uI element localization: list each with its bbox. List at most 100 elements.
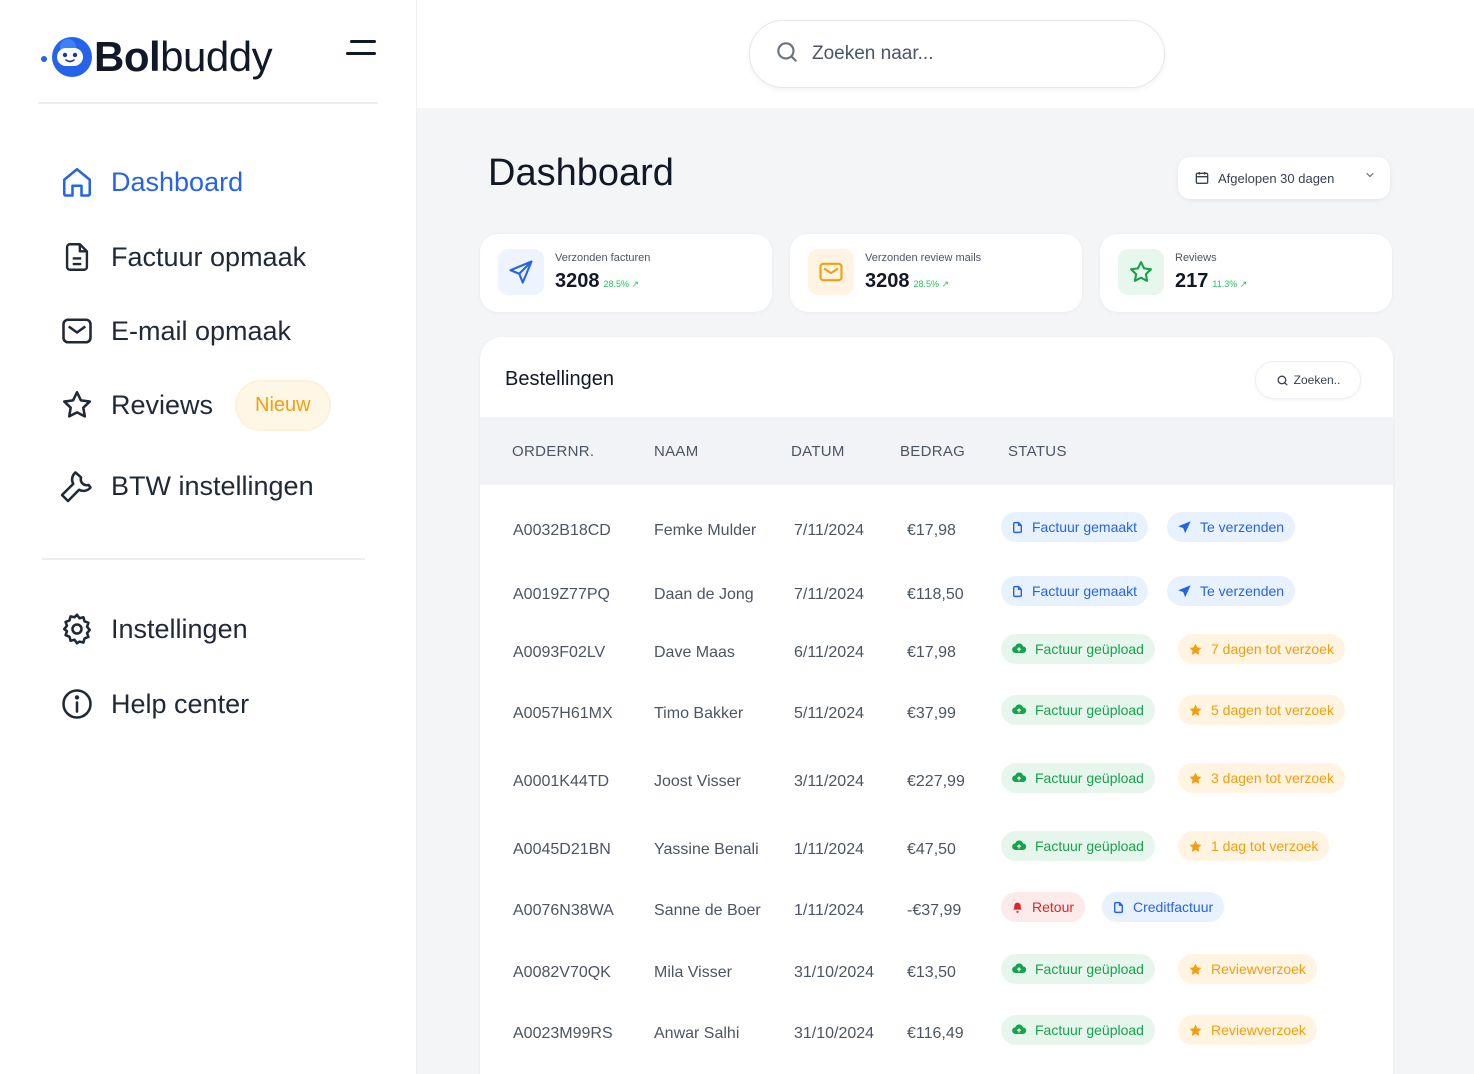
sidebar-item-reviews[interactable]: Reviews Nieuw [58,381,329,429]
column-header[interactable]: STATUS [1008,443,1067,460]
status-label: Retour [1032,899,1075,915]
file-icon [1011,521,1028,534]
stat-card-sent-invoices: Verzonden facturen 3208 28.5% ↗ [480,234,772,312]
sidebar-item-label: E-mail opmaak [111,315,292,346]
order-number-cell: A0082V70QK [513,964,611,981]
status-label: Factuur geüpload [1035,702,1144,718]
order-number-cell: A0093F02LV [513,644,606,661]
table-row[interactable]: A0001K44TD Joost Visser 3/11/2024 €227,99 Fa… [480,763,1393,803]
chevron-down-icon [1364,169,1376,184]
status-badge-review[interactable]: 7 dagen tot verzoek [1178,634,1345,664]
table-row[interactable]: A0032B18CD Femke Mulder 7/11/2024 €17,98 Fac… [480,512,1393,552]
search-icon [774,39,800,70]
status-badge-review[interactable]: Reviewverzoek [1178,1015,1317,1045]
status-badge-invoice-uploaded[interactable]: Factuur geüpload [1001,695,1155,725]
mail-icon [58,312,96,350]
amount-cell: €37,99 [907,705,956,722]
orders-title: Bestellingen [505,368,614,390]
sidebar-item-factuur-opmaak[interactable]: Factuur opmaak [58,235,306,279]
global-search[interactable] [749,20,1165,88]
orders-card: Bestellingen Zoeken.. ORDERNR. NAAM DATU… [480,337,1393,1074]
orders-search-button[interactable]: Zoeken.. [1255,361,1361,399]
page-title: Dashboard [488,152,674,194]
status-badge-credit-invoice[interactable]: Creditfactuur [1102,892,1225,922]
stat-change: 28.5% ↗ [603,279,640,289]
column-header[interactable]: NAAM [654,443,699,460]
table-header: ORDERNR. NAAM DATUM BEDRAG STATUS [480,417,1393,485]
table-row[interactable]: A0045D21BN Yassine Benali 1/11/2024 €47,50 F… [480,831,1393,871]
customer-name-cell: Femke Mulder [654,522,757,539]
table-row[interactable]: A0023M99RS Anwar Salhi 31/10/2024 €116,49 Fa… [480,1015,1393,1055]
status-badge-to-send[interactable]: Te verzenden [1167,512,1296,542]
file-icon [58,238,96,276]
customer-name-cell: Dave Maas [654,644,735,661]
sidebar-item-label: Factuur opmaak [111,241,307,272]
status-badge-invoice-uploaded[interactable]: Factuur geüpload [1001,954,1155,984]
customer-name-cell: Yassine Benali [654,841,759,858]
order-number-cell: A0057H61MX [513,705,613,722]
menu-toggle-button[interactable] [346,40,378,66]
status-badge-return[interactable]: Retour [1001,892,1086,922]
divider [38,102,378,104]
status-badge-invoice-created[interactable]: Factuur gemaakt [1001,512,1149,542]
status-badge-invoice-uploaded[interactable]: Factuur geüpload [1001,634,1155,664]
table-row[interactable]: A0082V70QK Mila Visser 31/10/2024 €13,50 Fac… [480,954,1393,994]
table-row[interactable]: A0019Z77PQ Daan de Jong 7/11/2024 €118,50 Fa… [480,576,1393,616]
customer-name-cell: Sanne de Boer [654,902,761,919]
status-badge-review[interactable]: 5 dagen tot verzoek [1178,695,1345,725]
table-row[interactable]: A0076N38WA Sanne de Boer 1/11/2024 -€37,99 R… [480,892,1393,932]
cloud-upload-icon [1011,770,1031,786]
customer-name-cell: Timo Bakker [654,705,744,722]
amount-cell: €13,50 [907,964,956,981]
sidebar-item-label: Reviews [111,389,214,420]
status-badge-review[interactable]: 1 dag tot verzoek [1178,831,1330,861]
column-header[interactable]: ORDERNR. [512,443,595,460]
status-badge-invoice-uploaded[interactable]: Factuur geüpload [1001,1015,1155,1045]
sidebar-item-help-center[interactable]: Help center [58,682,249,726]
stat-card-review-mails: Verzonden review mails 3208 28.5% ↗ [790,234,1082,312]
status-badge-invoice-created[interactable]: Factuur gemaakt [1001,576,1149,606]
gear-icon [58,610,96,648]
topbar [417,0,1474,108]
order-number-cell: A0019Z77PQ [513,586,610,603]
status-label: Te verzenden [1200,519,1285,535]
amount-cell: -€37,99 [907,902,962,919]
logo[interactable]: Bolbuddy [40,32,273,82]
order-number-cell: A0076N38WA [513,902,614,919]
search-input[interactable] [812,43,1112,65]
table-row[interactable]: A0093F02LV Dave Maas 6/11/2024 €17,98 Factuu… [480,634,1393,674]
mail-icon [808,249,854,295]
star-icon [1188,839,1207,854]
status-badge-invoice-uploaded[interactable]: Factuur geüpload [1001,763,1155,793]
status-label: 7 dagen tot verzoek [1211,641,1334,657]
status-label: 5 dagen tot verzoek [1211,702,1334,718]
status-badge-review[interactable]: 3 dagen tot verzoek [1178,763,1345,793]
sidebar-item-instellingen[interactable]: Instellingen [58,607,248,651]
file-icon [1112,901,1129,914]
column-header[interactable]: DATUM [791,443,845,460]
sidebar-item-btw-instellingen[interactable]: BTW instellingen [58,464,314,508]
sidebar-item-email-opmaak[interactable]: E-mail opmaak [58,309,291,353]
customer-name-cell: Daan de Jong [654,586,754,603]
status-label: Factuur gemaakt [1032,583,1138,599]
status-label: 3 dagen tot verzoek [1211,770,1334,786]
send-icon [1177,584,1196,599]
status-label: Factuur geüpload [1035,641,1144,657]
sidebar-item-dashboard[interactable]: Dashboard [58,160,243,204]
order-number-cell: A0045D21BN [513,841,611,858]
stat-value: 217 11.3% ↗ [1175,270,1248,292]
new-badge: Nieuw [237,381,329,429]
stat-label: Verzonden facturen [555,252,651,264]
status-badge-invoice-uploaded[interactable]: Factuur geüpload [1001,831,1155,861]
amount-cell: €118,50 [907,586,964,603]
order-number-cell: A0032B18CD [513,522,611,539]
date-range-select[interactable]: Afgelopen 30 dagen [1178,157,1390,199]
stat-value: 3208 28.5% ↗ [865,270,950,292]
status-badge-to-send[interactable]: Te verzenden [1167,576,1296,606]
send-icon [1177,520,1196,535]
status-badge-review[interactable]: Reviewverzoek [1178,954,1317,984]
date-range-label: Afgelopen 30 dagen [1218,170,1335,186]
stat-value: 3208 28.5% ↗ [555,270,640,292]
table-row[interactable]: A0057H61MX Timo Bakker 5/11/2024 €37,99 Fact… [480,695,1393,735]
column-header[interactable]: BEDRAG [900,443,966,460]
